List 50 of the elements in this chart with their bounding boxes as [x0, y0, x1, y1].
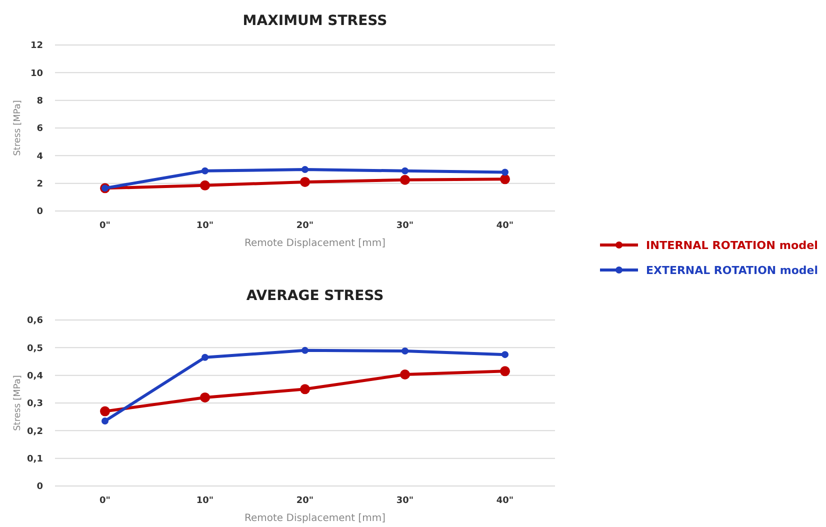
- y-tick-label: 10: [30, 68, 43, 79]
- y-tick-label: 0: [36, 482, 43, 492]
- chart-title: AVERAGE STRESS: [246, 288, 384, 304]
- x-tick-label: 30": [396, 221, 414, 231]
- x-tick-label: 10": [196, 496, 214, 506]
- point: [200, 392, 210, 402]
- point: [502, 351, 508, 358]
- point: [302, 166, 308, 173]
- point: [400, 370, 410, 380]
- point: [200, 180, 210, 190]
- x-axis-title: Remote Displacement [mm]: [244, 513, 386, 524]
- point: [400, 174, 410, 185]
- point: [502, 168, 508, 176]
- y-tick-label: 0: [36, 207, 43, 218]
- x-tick-label: 20": [296, 221, 314, 231]
- y-tick-label: 0,3: [27, 399, 43, 410]
- point: [302, 346, 308, 354]
- legend-label: EXTERNAL ROTATION model: [646, 264, 818, 277]
- y-axis-title: Stress [MPa]: [13, 100, 23, 156]
- point: [500, 366, 510, 376]
- x-tick-label: 0": [100, 496, 110, 506]
- y-tick-label: 8: [36, 96, 43, 106]
- x-tick-label: 40": [496, 496, 514, 506]
- x-axis-title: Remote Displacement [mm]: [244, 238, 386, 249]
- point: [100, 406, 110, 416]
- point: [402, 347, 408, 354]
- x-tick-label: 20": [296, 496, 314, 506]
- x-tick-label: 40": [496, 221, 514, 231]
- y-tick-label: 0,2: [27, 426, 43, 437]
- y-tick-label: 2: [36, 179, 43, 190]
- x-tick-label: 0": [100, 221, 110, 231]
- y-tick-label: 0,5: [27, 344, 43, 354]
- y-tick-label: 0,6: [27, 316, 43, 326]
- point: [202, 167, 208, 174]
- chart-title: MAXIMUM STRESS: [242, 13, 388, 29]
- y-tick-label: 6: [36, 124, 43, 134]
- y-tick-label: 0,1: [27, 454, 43, 464]
- y-tick-label: 0,4: [27, 371, 43, 382]
- x-tick-label: 10": [196, 221, 214, 231]
- y-tick-label: 12: [30, 41, 43, 52]
- point: [500, 174, 510, 184]
- point: [300, 384, 310, 394]
- y-tick-label: 4: [36, 152, 43, 162]
- x-tick-label: 30": [396, 496, 414, 506]
- y-axis-title: Stress [MPa]: [13, 375, 23, 431]
- point: [102, 417, 108, 424]
- legend-label: INTERNAL ROTATION model: [646, 238, 818, 252]
- point: [300, 176, 310, 187]
- point: [402, 167, 408, 174]
- point: [202, 354, 208, 361]
